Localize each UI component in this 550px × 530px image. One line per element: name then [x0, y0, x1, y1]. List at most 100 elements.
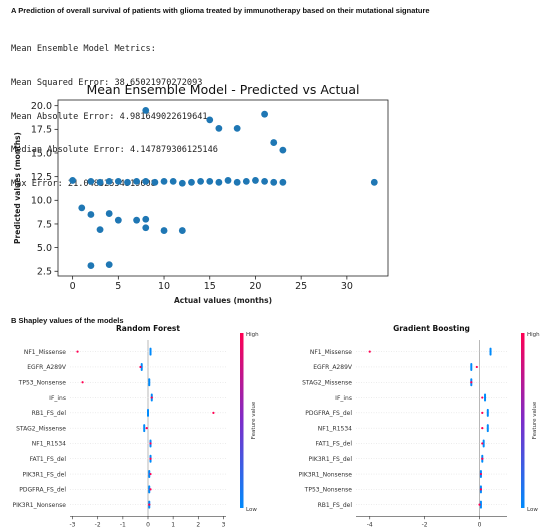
x-tick-label: 5 — [115, 281, 121, 292]
metrics-heading: Mean Ensemble Model Metrics: — [11, 44, 156, 55]
feature-label-pdgfra-fs-del: PDGFRA_FS_del — [19, 487, 66, 494]
feature-label-if-ins: IF_ins — [49, 395, 66, 402]
shap-point-high — [368, 350, 371, 353]
colorbar-low-label: Low — [246, 507, 257, 513]
feature-label-rb1-fs-del: RB1_FS_del — [318, 502, 353, 509]
shap-point-high — [481, 442, 484, 445]
colorbar-low-label: Low — [527, 507, 538, 513]
data-point — [370, 178, 378, 186]
shap-x-tick-label: 0 — [478, 521, 482, 528]
shap-point-high — [481, 457, 484, 460]
data-point — [87, 177, 95, 185]
feature-label-pik3r1-fs-del: PIK3R1_FS_del — [309, 456, 353, 463]
data-point — [142, 215, 150, 223]
x-tick-label: 15 — [204, 281, 216, 292]
data-point — [178, 179, 186, 187]
shap-point-high — [478, 503, 481, 506]
shap-x-tick-label: 0 — [146, 521, 150, 528]
data-point — [242, 177, 250, 185]
data-point — [87, 211, 95, 218]
panel-a-title: A Prediction of overall survival of pati… — [11, 6, 430, 15]
data-point — [160, 177, 168, 185]
shap-point-low — [486, 408, 489, 417]
data-point — [270, 139, 278, 146]
y-tick-label: 17.5 — [31, 125, 52, 136]
shap-point-high — [212, 411, 215, 414]
shap-point-low — [486, 424, 489, 433]
feature-label-nf1-r1534: NF1_R1534 — [318, 425, 352, 432]
x-tick-label: 10 — [158, 281, 170, 292]
data-point — [69, 177, 77, 184]
y-axis-label: Predicted values (months) — [13, 132, 22, 244]
shap-x-tick-label: -4 — [367, 521, 373, 528]
data-point — [252, 177, 259, 184]
shap-chart-title: Gradient Boosting — [393, 324, 470, 333]
chart-title: Mean Ensemble Model - Predicted vs Actua… — [87, 82, 360, 97]
metric-mse: Mean Squared Error: 38.65021970272093 — [11, 78, 203, 88]
shap-point-high — [481, 427, 484, 430]
shap-point-high — [145, 427, 148, 430]
predicted-vs-actual-chart: Mean Ensemble Model - Predicted vs Actua… — [13, 82, 389, 305]
data-point — [105, 261, 113, 269]
feature-label-stag2-missense: STAG2_Missense — [302, 379, 352, 386]
y-tick-label: 5.0 — [37, 243, 52, 254]
feature-label-pik3r1-nonsense: PIK3R1_Nonsense — [298, 471, 352, 478]
colorbar-label: Feature value — [251, 401, 257, 439]
metric-mae: Mean Absolute Error: 4.981649022619641 — [11, 111, 208, 122]
shap-x-tick-label: 3 — [222, 521, 226, 528]
data-point — [142, 107, 150, 114]
data-point — [261, 177, 268, 185]
shap-x-tick-label: -3 — [70, 521, 76, 528]
data-point — [169, 177, 177, 185]
data-point — [114, 177, 122, 185]
feature-label-rb1-fs-del: RB1_FS_del — [32, 410, 67, 417]
shap-point-high — [481, 396, 484, 399]
y-tick-label: 7.5 — [37, 219, 52, 230]
data-point — [279, 178, 287, 186]
data-point — [206, 177, 214, 185]
y-tick-label: 15.0 — [31, 148, 52, 159]
shap-gradient-boosting-chart: Gradient Boosting NF1_Missense EGFR_A289V S… — [298, 324, 540, 528]
shap-point-high — [479, 472, 483, 476]
shap-point-high — [470, 381, 473, 384]
shap-point-low — [140, 362, 143, 371]
data-point — [160, 227, 168, 234]
data-point — [188, 178, 195, 186]
feature-label-egfr-a289v: EGFR_A289V — [27, 364, 67, 371]
data-point — [151, 178, 159, 186]
data-point — [233, 124, 241, 132]
shap-point-low — [484, 393, 487, 402]
data-point — [133, 216, 141, 224]
data-point — [215, 124, 223, 132]
shap-x-tick-label: 1 — [171, 521, 175, 528]
y-tick-label: 20.0 — [31, 101, 52, 112]
feature-label-egfr-a289v: EGFR_A289V — [313, 364, 353, 371]
data-point — [124, 178, 131, 186]
data-point — [142, 224, 150, 232]
feature-label-fat1-fs-del: FAT1_FS_del — [316, 441, 353, 448]
metric-median-ae: Median Absolute Error: 4.147879306125146 — [11, 145, 218, 156]
feature-label-pik3r1-nonsense: PIK3R1_Nonsense — [12, 502, 66, 509]
shap-point-high — [148, 503, 151, 506]
x-tick-label: 20 — [249, 281, 261, 292]
shap-point-high — [479, 488, 483, 491]
shap-point-low — [482, 439, 485, 448]
data-point — [114, 216, 122, 224]
colorbar — [521, 333, 525, 508]
x-tick-label: 30 — [341, 281, 353, 292]
data-point — [87, 262, 95, 269]
y-tick-label: 12.5 — [31, 172, 52, 183]
shap-point-high — [81, 381, 84, 384]
x-axis-label: Actual values (months) — [174, 296, 272, 305]
shap-point-low — [148, 470, 151, 479]
shap-random-forest-chart: Random Forest NF1_Missense EGFR_A289V TP53_… — [12, 324, 259, 528]
feature-label-tp53-nonsense: TP53_Nonsense — [18, 379, 67, 386]
metrics-block: Mean Ensemble Model Metrics: Mean Square… — [11, 22, 218, 201]
data-point — [279, 146, 287, 154]
data-point — [96, 226, 104, 234]
shap-x-tick-label: -1 — [120, 521, 126, 528]
shap-point-low — [148, 485, 151, 494]
data-point — [233, 178, 241, 186]
shap-point-high — [76, 350, 79, 353]
shap-point-high — [149, 442, 152, 445]
